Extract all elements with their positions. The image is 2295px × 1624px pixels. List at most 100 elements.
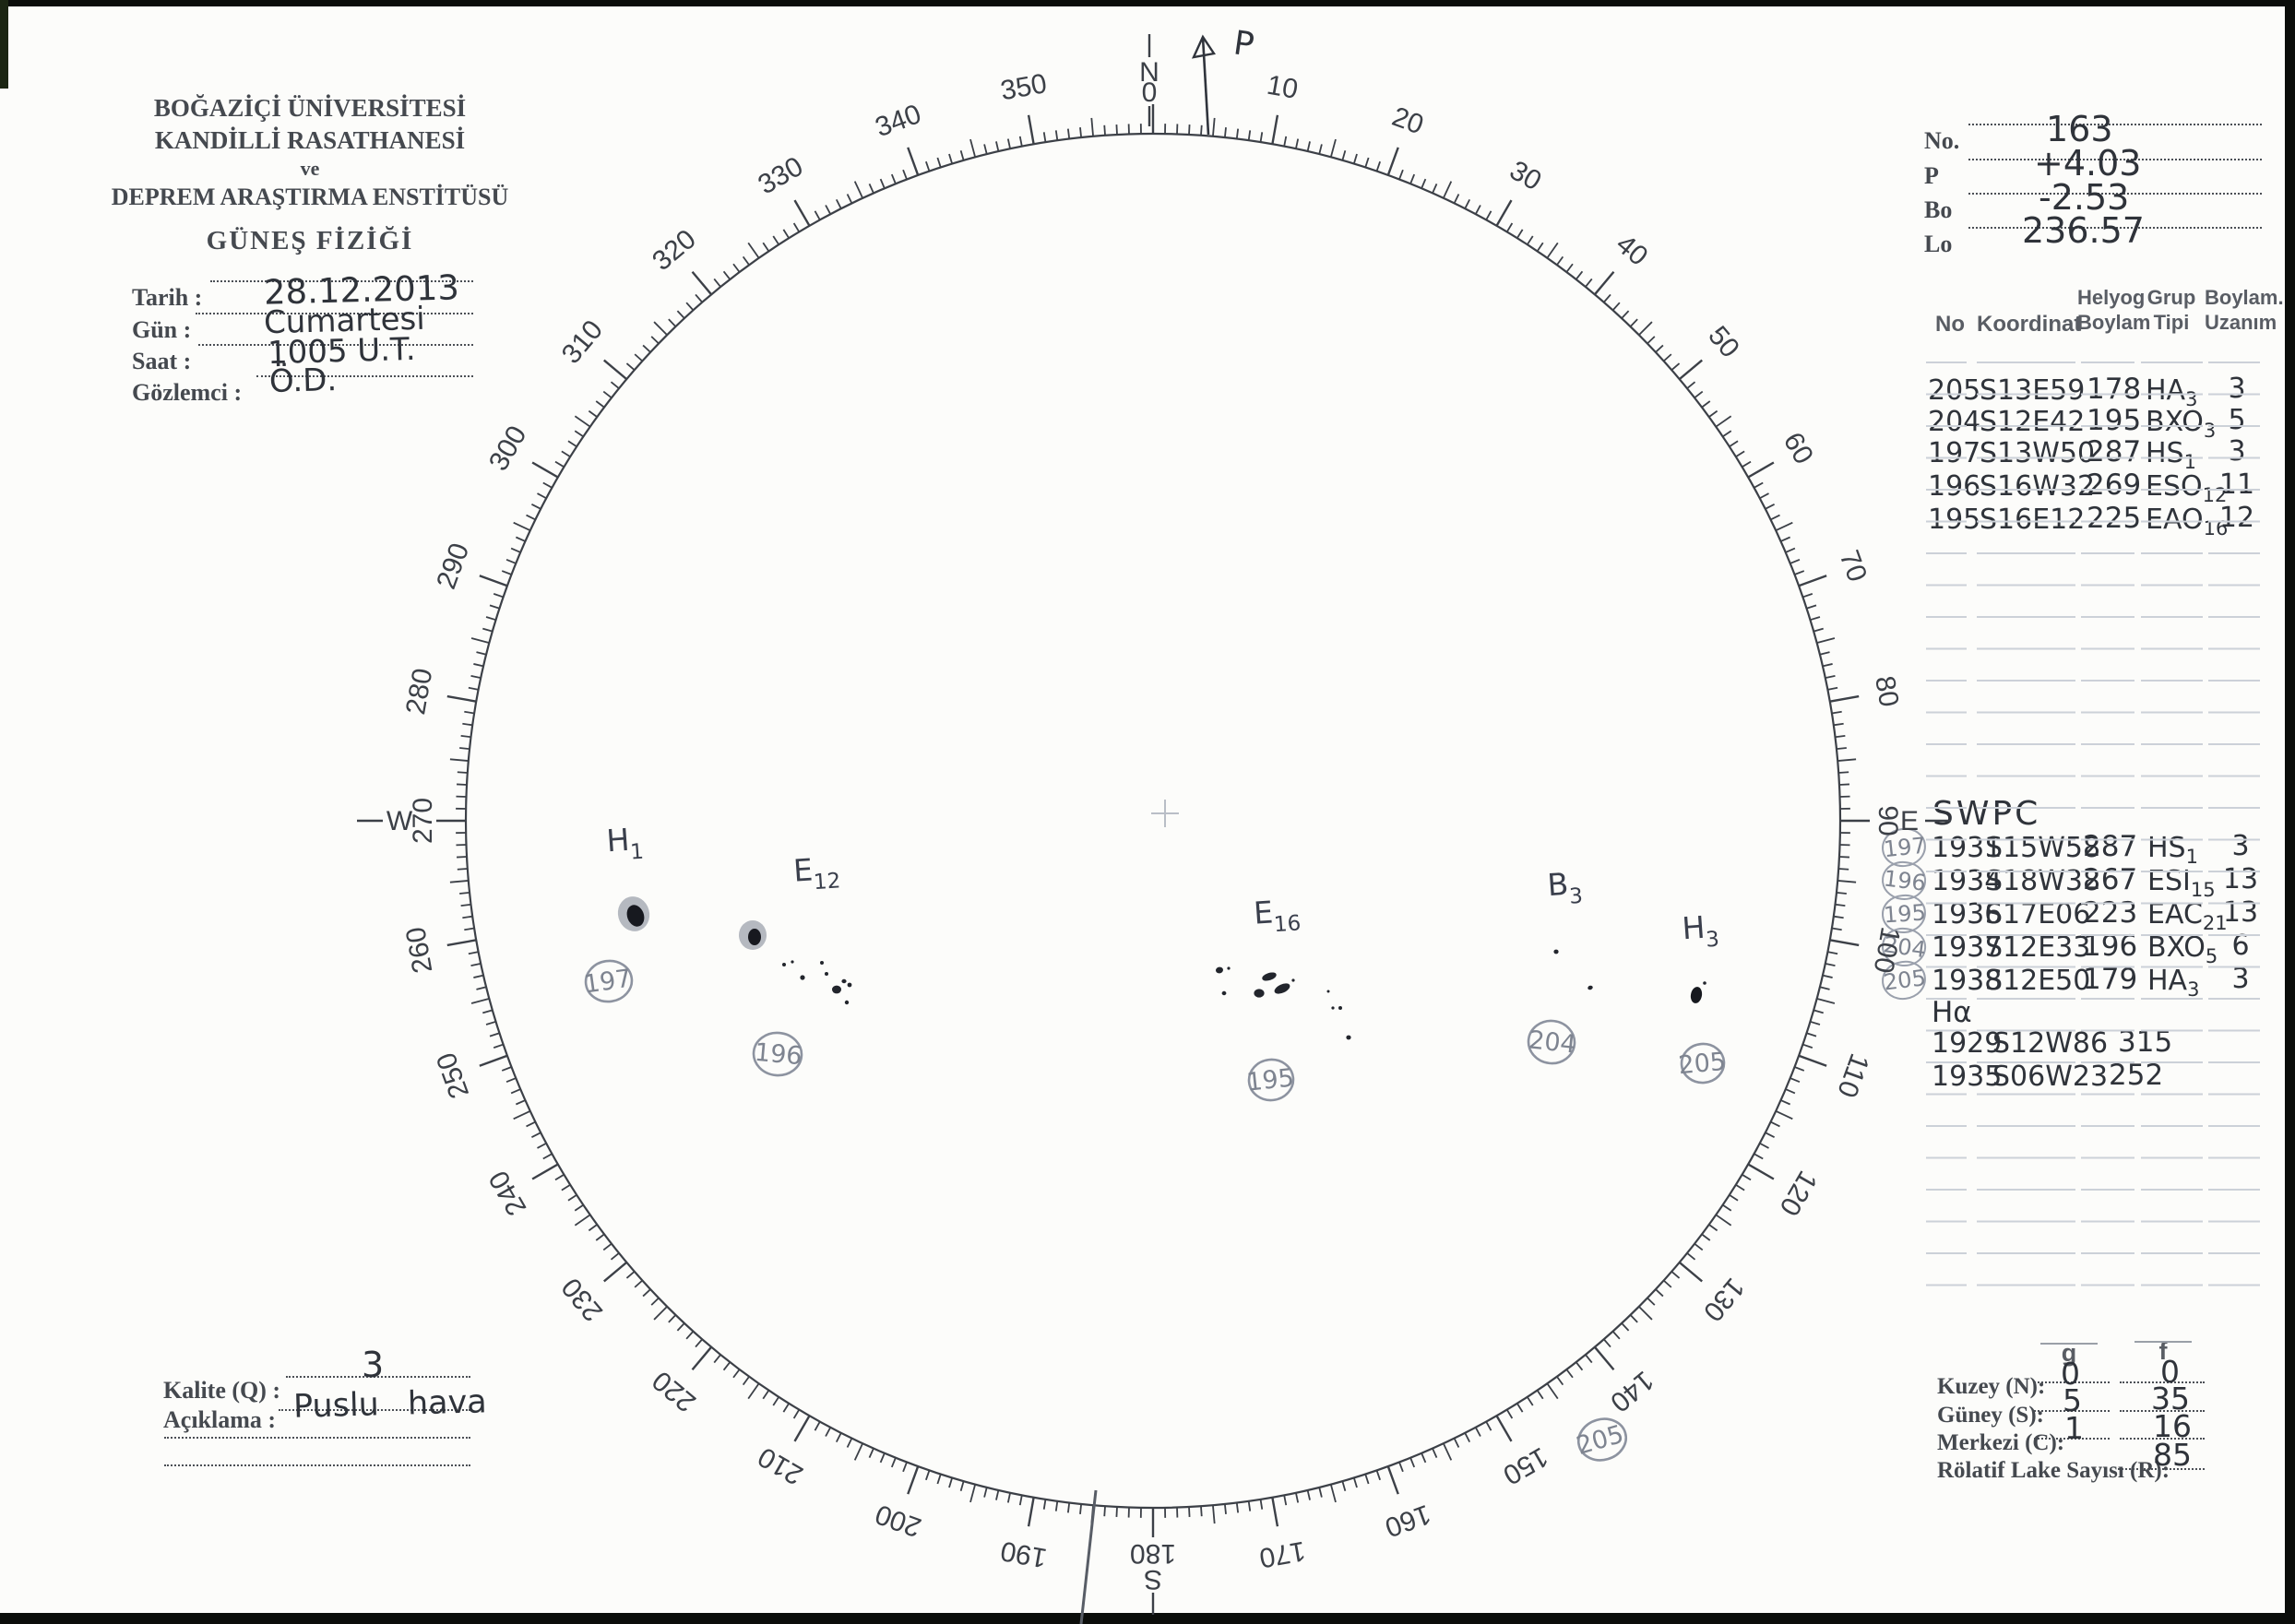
counts-line bbox=[2034, 1381, 2110, 1383]
section-title: GÜNEŞ FİZİĞİ bbox=[206, 226, 414, 255]
institution-line3: ve bbox=[300, 157, 320, 181]
cell-helyog: 267 bbox=[2083, 863, 2138, 896]
counts-label-n: Kuzey (N): bbox=[1937, 1374, 2046, 1399]
degree-tick bbox=[501, 1066, 512, 1072]
counts-line bbox=[2120, 1381, 2205, 1383]
sunspot-pore bbox=[820, 961, 824, 965]
cell-helyog: 178 bbox=[2087, 373, 2142, 406]
institution-line1: BOĞAZİÇİ ÜNİVERSİTESİ bbox=[153, 94, 467, 122]
degree-tick bbox=[1364, 1474, 1370, 1485]
degree-tick bbox=[1212, 117, 1216, 136]
degree-tick bbox=[574, 430, 584, 438]
cell-tip: EAO16 bbox=[2146, 504, 2229, 539]
degree-tick bbox=[462, 915, 473, 919]
degree-tick bbox=[1364, 157, 1370, 168]
degree-tick bbox=[1432, 1448, 1438, 1459]
pole-arrow bbox=[1201, 36, 1210, 136]
degree-label: 340 bbox=[872, 99, 925, 143]
degree-tick bbox=[1066, 128, 1071, 139]
degree-tick bbox=[995, 1489, 1000, 1500]
sunspot-pore bbox=[1254, 989, 1265, 998]
group-number-circle bbox=[1527, 1019, 1576, 1065]
cell-helyog: 179 bbox=[2083, 963, 2138, 996]
degree-tick bbox=[1827, 686, 1838, 691]
degree-tick bbox=[493, 593, 504, 599]
degree-tick bbox=[1671, 362, 1681, 371]
degree-tick bbox=[1421, 178, 1427, 189]
eph-line-lo bbox=[1968, 227, 2262, 229]
degree-tick bbox=[1306, 1489, 1311, 1500]
degree-tick bbox=[685, 1331, 695, 1340]
degree-tick bbox=[1835, 903, 1846, 907]
scan-edge-right bbox=[2285, 0, 2295, 1624]
degree-tick bbox=[1495, 1415, 1513, 1442]
degree-tick bbox=[464, 710, 475, 715]
degree-tick bbox=[1341, 150, 1347, 161]
degree-label: 20 bbox=[1388, 101, 1428, 140]
degree-tick bbox=[610, 1252, 620, 1261]
degree-tick bbox=[1585, 278, 1593, 288]
degree-label: 230 bbox=[556, 1272, 609, 1327]
quality-label: Kalite (Q) : bbox=[163, 1377, 281, 1404]
stray-pen-stroke bbox=[1079, 1489, 1098, 1624]
degree-tick bbox=[1735, 1184, 1745, 1191]
degree-tick bbox=[1722, 430, 1732, 438]
degree-tick bbox=[1798, 1054, 1827, 1067]
degree-tick bbox=[825, 205, 832, 215]
degree-tick bbox=[1735, 450, 1745, 457]
group-type-label: E16 bbox=[1253, 892, 1302, 938]
cell-tip: ESO12 bbox=[2146, 470, 2228, 506]
degree-tick bbox=[513, 521, 531, 531]
degree-tick bbox=[537, 492, 547, 500]
sunspot-pore bbox=[1291, 978, 1295, 982]
degree-tick bbox=[1754, 481, 1764, 489]
degree-tick bbox=[485, 1020, 496, 1025]
degree-tick bbox=[1464, 198, 1471, 209]
degree-tick bbox=[468, 686, 479, 691]
degree-tick bbox=[1701, 400, 1711, 409]
degree-tick bbox=[1018, 136, 1023, 147]
degree-tick bbox=[722, 1361, 731, 1371]
degree-tick bbox=[1223, 127, 1227, 138]
degree-label: 130 bbox=[1697, 1272, 1750, 1327]
degree-tick bbox=[676, 310, 685, 319]
degree-tick bbox=[969, 1484, 977, 1503]
degree-label: 290 bbox=[431, 539, 475, 593]
counts-col-g: g bbox=[2061, 1339, 2077, 1367]
degree-tick bbox=[792, 1409, 801, 1419]
degree-tick bbox=[1115, 1506, 1118, 1518]
degree-tick bbox=[1790, 1077, 1801, 1084]
degree-tick bbox=[1663, 1279, 1672, 1288]
degree-tick bbox=[1527, 235, 1534, 245]
degree-tick bbox=[1188, 1506, 1191, 1518]
degree-tick bbox=[1006, 1492, 1011, 1503]
counts-value-f: 16 bbox=[2153, 1408, 2192, 1444]
cell-koordinat: S06W23 bbox=[1992, 1061, 2109, 1093]
degree-tick bbox=[742, 1376, 750, 1386]
field-label-tarih: Tarih : bbox=[132, 284, 203, 311]
degree-tick bbox=[476, 651, 487, 656]
col-header-no: No bbox=[1935, 312, 1965, 337]
cell-koordinat: S18W38 bbox=[1985, 865, 2101, 897]
pole-label: P bbox=[1231, 24, 1256, 65]
degree-tick bbox=[542, 481, 553, 489]
degree-tick bbox=[793, 1415, 811, 1442]
degree-tick bbox=[456, 856, 468, 859]
degree-tick bbox=[1453, 194, 1460, 204]
degree-tick bbox=[676, 1322, 685, 1332]
cell-uzanim: 3 bbox=[2228, 373, 2246, 405]
degree-label: 320 bbox=[647, 224, 702, 277]
degree-tick bbox=[1474, 205, 1481, 215]
degree-tick bbox=[1259, 132, 1264, 143]
degree-tick bbox=[567, 1194, 577, 1202]
sunspot-pore bbox=[832, 985, 841, 994]
cell-no: 1935 bbox=[1932, 1061, 2003, 1093]
degree-tick bbox=[1829, 939, 1860, 947]
cell-koordinat: S12W86 bbox=[1992, 1027, 2109, 1060]
sunspot-umb bbox=[1690, 987, 1703, 1003]
degree-tick bbox=[1603, 1338, 1611, 1348]
note-extra-line-1 bbox=[164, 1437, 470, 1439]
degree-tick bbox=[1629, 1314, 1638, 1323]
degree-tick bbox=[1079, 1503, 1083, 1514]
sunspot-pore bbox=[1274, 983, 1290, 994]
